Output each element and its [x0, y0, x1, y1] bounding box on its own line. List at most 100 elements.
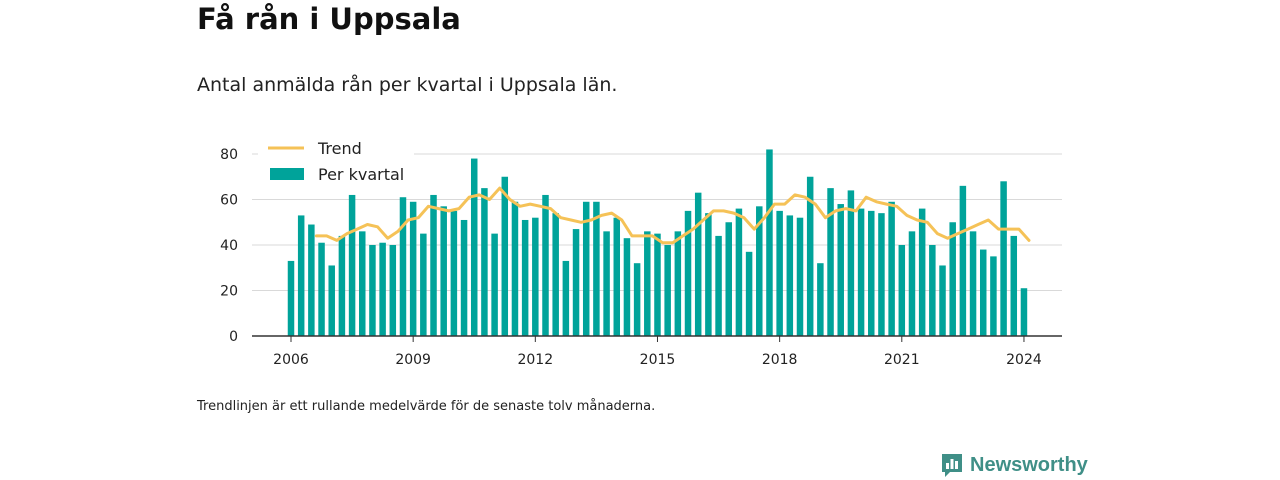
bar [949, 222, 956, 336]
bar [918, 208, 926, 336]
bar [776, 210, 783, 336]
bar [623, 238, 631, 336]
bar [562, 260, 570, 336]
bar [328, 265, 335, 336]
legend-bar-label: Per kvartal [318, 165, 404, 184]
y-tick-label: 20 [220, 284, 238, 300]
chart-title: Få rån i Uppsala [197, 2, 461, 36]
bar [694, 192, 702, 336]
footnote: Trendlinjen är ett rullande medelvärde f… [197, 399, 656, 414]
trend-series [314, 186, 1031, 245]
bar [705, 213, 712, 336]
x-tick-label: 2015 [640, 352, 676, 368]
bar [440, 206, 447, 336]
bar [898, 245, 906, 336]
trend-line [314, 186, 1031, 245]
bar [908, 231, 916, 336]
bar [1010, 235, 1018, 336]
bar [450, 210, 458, 336]
bar [582, 201, 590, 336]
bar [817, 263, 824, 336]
x-tick-label: 2021 [884, 352, 920, 368]
bar [878, 213, 885, 336]
bar [868, 210, 875, 336]
bar [318, 242, 325, 336]
bar-chart-bubble-icon [942, 454, 962, 477]
bar [481, 188, 488, 336]
bar [532, 217, 539, 336]
brand-logo: Newsworthy [940, 452, 1088, 478]
bar [806, 176, 814, 336]
x-tick-label: 2024 [1006, 352, 1042, 368]
bar [572, 229, 580, 336]
bar [735, 208, 743, 336]
x-tick-label: 2018 [762, 352, 798, 368]
bar [491, 233, 498, 336]
bar [939, 265, 946, 336]
y-tick-label: 0 [229, 329, 238, 345]
brand-name: Newsworthy [970, 453, 1088, 476]
bar [1020, 288, 1028, 336]
bar [847, 190, 855, 336]
bar [674, 231, 682, 336]
bar [990, 256, 997, 336]
bar [430, 194, 437, 336]
bar [786, 215, 794, 336]
bar [684, 210, 692, 336]
bar [756, 206, 763, 336]
bar [542, 194, 549, 336]
bar [501, 176, 509, 336]
bar [644, 231, 651, 336]
bar [969, 231, 977, 336]
bar-series [287, 149, 1028, 336]
bar [603, 231, 610, 336]
bar [521, 219, 529, 336]
bar [664, 245, 671, 336]
bar [470, 158, 478, 336]
bar [379, 242, 386, 336]
bar [287, 260, 295, 336]
bar [633, 263, 641, 336]
x-tick-label: 2009 [395, 352, 431, 368]
bar [715, 235, 722, 336]
bar [745, 251, 753, 336]
bar [929, 245, 936, 336]
bar [796, 217, 804, 336]
x-tick-label: 2006 [273, 352, 309, 368]
legend: Trend Per kvartal [258, 134, 414, 188]
bar [725, 222, 732, 336]
bar [593, 201, 600, 336]
bar [359, 231, 366, 336]
bar [389, 245, 397, 336]
legend-bar-swatch [270, 168, 304, 180]
bar [837, 204, 844, 336]
bar [460, 219, 468, 336]
y-tick-label: 40 [220, 238, 238, 254]
x-tick-label: 2012 [517, 352, 553, 368]
legend-trend-label: Trend [317, 139, 362, 158]
bar [766, 149, 773, 336]
bar [369, 245, 376, 336]
bar [409, 201, 417, 336]
bar [552, 213, 559, 336]
bar [420, 233, 427, 336]
chart-subtitle: Antal anmälda rån per kvartal i Uppsala … [197, 74, 618, 96]
bar [857, 208, 865, 336]
bar [308, 224, 315, 336]
y-tick-label: 80 [220, 147, 238, 163]
bar [399, 197, 407, 336]
bar [348, 194, 356, 336]
bar [654, 233, 661, 336]
bar [297, 215, 305, 336]
bar [827, 188, 834, 336]
bar [1000, 181, 1007, 336]
y-tick-label: 60 [220, 193, 238, 209]
bar [613, 217, 621, 336]
bar [959, 185, 967, 336]
bar [888, 201, 895, 336]
bar-chart: 0 20 40 60 80 2006 2009 2012 2015 2018 2021 2024 Tr… [220, 134, 1062, 368]
bar [979, 249, 987, 336]
bar [511, 201, 519, 336]
bar [338, 235, 346, 336]
axes: 0 20 40 60 80 2006 2009 2012 2015 2018 2021 2024 [220, 147, 1062, 368]
